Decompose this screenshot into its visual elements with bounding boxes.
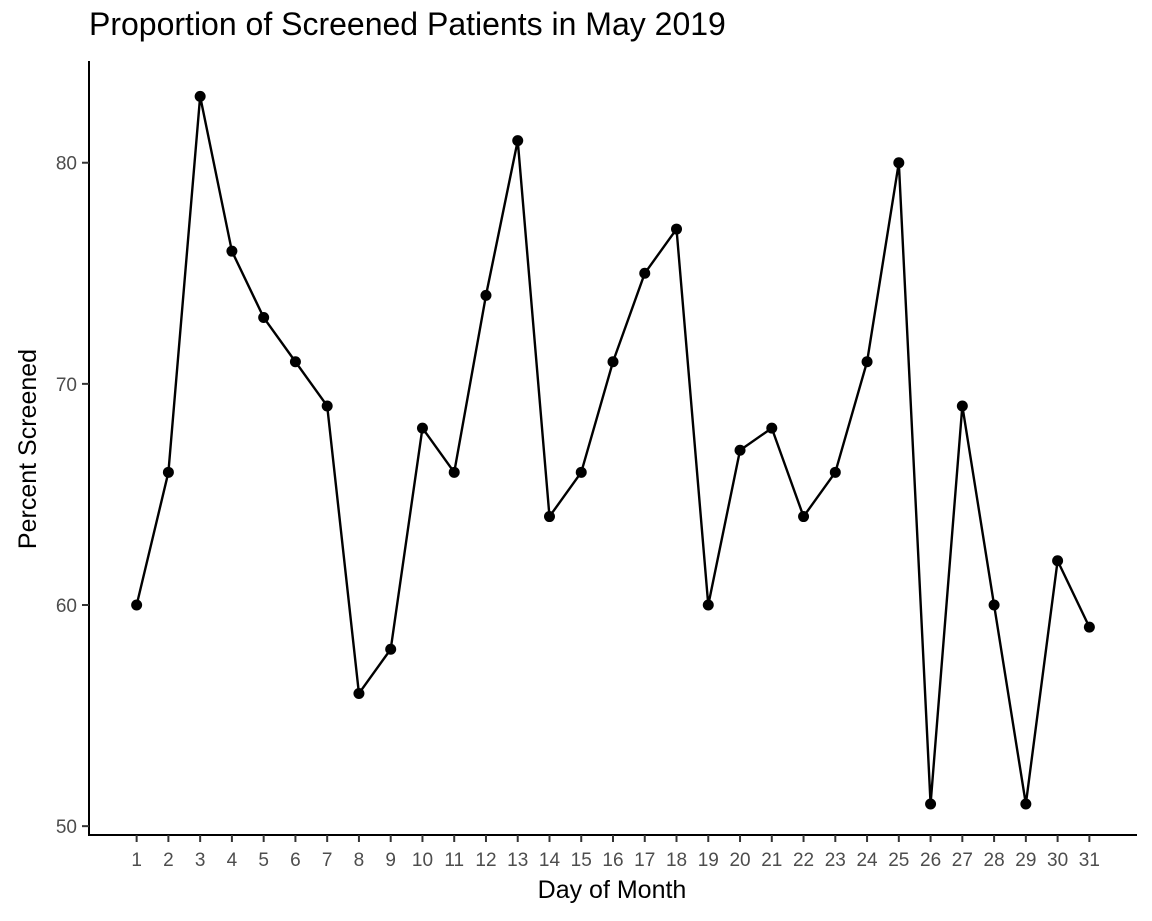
x-tick-label: 24 [856,850,878,871]
x-tick-label: 9 [385,850,396,871]
x-tick-label: 28 [984,850,1005,871]
data-point [671,223,683,235]
x-tick-label: 20 [729,850,750,871]
y-tick-label: 60 [56,596,77,617]
data-points [131,90,1095,810]
data-point [416,422,428,434]
data-point [226,245,238,257]
data-point [925,798,937,810]
data-point [829,466,841,478]
y-tick-label: 50 [56,817,77,838]
x-tick-label: 15 [571,850,592,871]
data-point [353,687,365,699]
y-tick-label: 70 [56,375,77,396]
x-tick-label: 14 [539,850,561,871]
data-point [861,356,873,368]
data-point [512,135,524,147]
x-tick-label: 13 [507,850,528,871]
x-tick-label: 25 [888,850,909,871]
data-point [289,356,301,368]
x-tick-label: 11 [444,850,464,871]
x-tick-label: 7 [322,850,333,871]
data-point [575,466,587,478]
data-point [448,466,460,478]
data-point [702,599,714,611]
x-tick-label: 21 [761,850,782,871]
x-tick-label: 22 [793,850,814,871]
x-tick-label: 17 [634,850,655,871]
x-axis-title: Day of Month [538,876,687,904]
data-point [543,511,555,523]
x-tick-label: 5 [258,850,269,871]
data-point [607,356,619,368]
y-axis-ticks: 50 60 70 80 [56,154,89,838]
data-point [480,289,492,301]
x-tick-label: 8 [354,850,365,871]
x-tick-label: 27 [952,850,973,871]
series-line [135,95,1091,806]
data-point [385,643,397,655]
x-tick-label: 4 [227,850,238,871]
data-point [162,466,174,478]
data-point [734,444,746,456]
x-tick-label: 18 [666,850,687,871]
x-tick-label: 6 [290,850,301,871]
data-point [131,599,143,611]
x-tick-label: 26 [920,850,941,871]
x-tick-label: 30 [1047,850,1068,871]
data-point [1020,798,1032,810]
x-tick-label: 19 [698,850,719,871]
x-tick-label: 31 [1079,850,1100,871]
data-point [988,599,1000,611]
y-axis-title: Percent Screened [14,349,42,549]
x-tick-label: 1 [131,850,142,871]
x-tick-label: 12 [475,850,496,871]
x-tick-label: 16 [602,850,623,871]
data-point [258,312,270,324]
x-axis-ticks: 1 2 3 4 5 6 7 8 9 10 11 12 13 14 15 16 17 18 19 20 21 22 23 24 2… [131,835,1100,871]
y-tick-label: 80 [56,154,77,175]
data-point [194,90,206,102]
chart-title: Proportion of Screened Patients in May 2… [89,6,726,42]
data-point [798,511,810,523]
x-tick-label: 2 [163,850,174,871]
data-point [321,400,333,412]
data-point [893,157,905,169]
x-tick-label: 3 [195,850,206,871]
x-tick-label: 29 [1015,850,1036,871]
x-tick-label: 10 [412,850,433,871]
data-point [1052,555,1064,567]
data-point [956,400,968,412]
x-tick-label: 23 [825,850,846,871]
data-point [639,267,651,279]
data-point [766,422,778,434]
data-point [1083,621,1095,633]
